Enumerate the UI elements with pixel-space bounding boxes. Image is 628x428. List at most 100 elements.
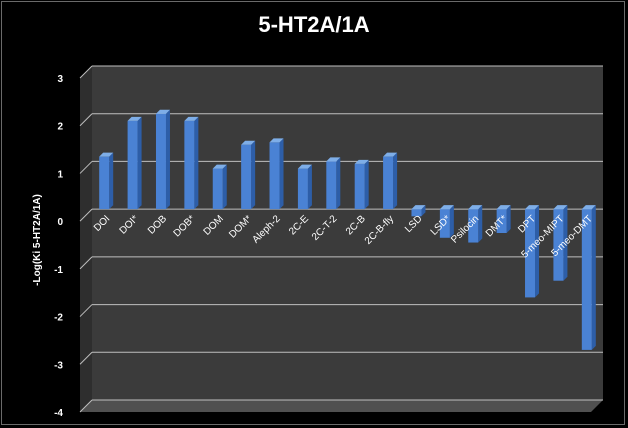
side-wall bbox=[80, 66, 92, 412]
gridline-side bbox=[79, 161, 93, 174]
bar-top bbox=[155, 109, 170, 114]
bar-front bbox=[99, 156, 110, 210]
back-wall bbox=[92, 66, 603, 400]
bar-2C-E bbox=[297, 164, 312, 210]
bar-2C-B-fly bbox=[383, 152, 398, 210]
bar-front bbox=[553, 209, 564, 281]
bar-top bbox=[411, 205, 426, 210]
bar-Aleph-2 bbox=[269, 138, 284, 210]
bar-front bbox=[581, 209, 592, 350]
bar-side bbox=[449, 205, 454, 238]
bar-DMT* bbox=[496, 205, 511, 233]
y-tick-label: 1 bbox=[57, 169, 63, 180]
bar-front bbox=[439, 209, 450, 238]
bar-side bbox=[421, 205, 426, 217]
bar-side bbox=[279, 138, 284, 210]
chart-title: 5-HT2A/1A bbox=[258, 12, 370, 37]
gridline-side bbox=[79, 351, 93, 365]
gridline-side bbox=[79, 304, 93, 317]
bar-DOB* bbox=[184, 116, 199, 210]
bar-front bbox=[468, 209, 479, 243]
bar-top bbox=[99, 152, 114, 157]
bar-front bbox=[127, 120, 138, 210]
bar-side bbox=[506, 205, 511, 233]
bar-DOI* bbox=[127, 116, 142, 210]
y-tick-label: 0 bbox=[57, 217, 63, 228]
bar-top bbox=[297, 164, 312, 169]
bar-side bbox=[591, 205, 596, 350]
y-tick-label: -3 bbox=[54, 360, 63, 371]
gridline-side bbox=[79, 65, 93, 79]
bar-LSD* bbox=[439, 205, 454, 238]
y-tick-label: 2 bbox=[57, 122, 63, 133]
bar-5-meo-DMT bbox=[581, 205, 596, 350]
bar-top bbox=[496, 205, 511, 210]
bar-DOM* bbox=[241, 140, 256, 210]
bar-top bbox=[241, 140, 256, 145]
bar-front bbox=[525, 209, 536, 298]
bar-front bbox=[297, 168, 308, 210]
bar-DPT bbox=[525, 205, 540, 298]
bar-DOB bbox=[155, 109, 170, 210]
bar-side bbox=[109, 152, 114, 210]
bar-2C-T-2 bbox=[326, 157, 341, 210]
bar-top bbox=[127, 116, 142, 121]
bar-side bbox=[307, 164, 312, 210]
y-tick-labels: 3 2 1 0 -1 -2 -3 -4 bbox=[54, 74, 63, 419]
bar-side bbox=[535, 205, 540, 298]
bar-top bbox=[525, 205, 540, 210]
gridline-side bbox=[79, 399, 93, 413]
bar-DOM bbox=[212, 164, 227, 210]
bar-side bbox=[222, 164, 227, 210]
bar-front bbox=[411, 209, 422, 217]
bar-front bbox=[269, 142, 280, 210]
bar-side bbox=[563, 205, 568, 281]
bar-front bbox=[155, 113, 166, 210]
bar-top bbox=[354, 159, 369, 164]
bar-front bbox=[354, 163, 365, 210]
bar-front bbox=[212, 168, 223, 210]
gridline-side bbox=[79, 113, 93, 127]
bar-top bbox=[468, 205, 483, 210]
bar-front bbox=[496, 209, 507, 233]
floor bbox=[80, 400, 603, 412]
bar-top bbox=[383, 152, 398, 157]
bar-top bbox=[269, 138, 284, 143]
bar-Psilocin bbox=[468, 205, 483, 243]
y-tick-label: -4 bbox=[54, 408, 63, 419]
bar-side bbox=[165, 109, 170, 210]
bar-LSD bbox=[411, 205, 426, 217]
bar-DOI bbox=[99, 152, 114, 210]
bar-side bbox=[478, 205, 483, 243]
bar-side bbox=[194, 116, 199, 210]
gridline-side bbox=[79, 256, 93, 270]
bar-side bbox=[364, 159, 369, 210]
gridline-side bbox=[79, 208, 93, 222]
bar-top bbox=[553, 205, 568, 210]
bar-2C-B bbox=[354, 159, 369, 210]
y-tick-label: -1 bbox=[54, 265, 63, 276]
bar-side bbox=[251, 140, 256, 210]
bar-side bbox=[336, 157, 341, 210]
bar-front bbox=[184, 120, 195, 210]
bar-front bbox=[241, 144, 252, 210]
bar-side bbox=[393, 152, 398, 210]
y-tick-label: -2 bbox=[54, 313, 63, 324]
bar-top bbox=[439, 205, 454, 210]
bar-front bbox=[326, 161, 337, 210]
bar-side bbox=[137, 116, 142, 210]
bars bbox=[99, 109, 596, 350]
bar-top bbox=[581, 205, 596, 210]
chart-walls bbox=[80, 66, 603, 412]
y-axis-title: -Log(Ki 5-HT2A/1A) bbox=[32, 194, 43, 286]
bar-top bbox=[212, 164, 227, 169]
bar-top bbox=[184, 116, 199, 121]
gridlines bbox=[79, 65, 603, 413]
y-tick-label: 3 bbox=[57, 74, 63, 85]
bar-5-meo-MIPT bbox=[553, 205, 568, 281]
bar-top bbox=[326, 157, 341, 162]
bar-front bbox=[383, 156, 394, 210]
